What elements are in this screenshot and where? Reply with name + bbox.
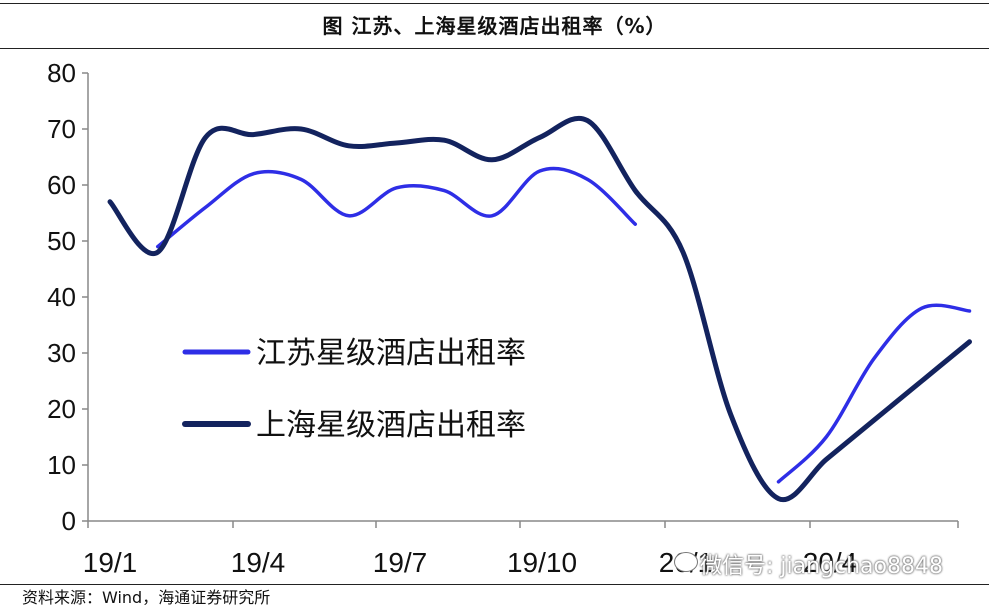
title-rule [0,48,989,49]
y-tick-label: 80 [47,58,76,88]
x-tick-label: 19/10 [507,547,577,578]
y-tick-label: 70 [47,114,76,144]
watermark-text: 微信号: jiangchao8848 [700,554,943,579]
x-tick-label: 19/1 [83,547,138,578]
series-line-jiangsu [776,303,972,484]
y-tick-label: 30 [47,338,76,368]
x-tick-label: 19/4 [231,547,286,578]
y-tick-label: 50 [47,226,76,256]
wechat-icon [674,552,698,572]
top-rule [0,3,989,4]
source-note: 资料来源：Wind，海通证券研究所 [22,588,271,607]
y-tick-label: 10 [47,450,76,480]
y-tick-label: 40 [47,282,76,312]
y-tick-label: 60 [47,170,76,200]
series-line-jiangsu [156,166,637,249]
y-tick-label: 0 [62,506,76,536]
line-chart: 0102030405060708019/119/419/719/1020/120… [47,58,972,578]
x-tick-label: 19/7 [373,547,428,578]
bottom-rule [0,584,989,585]
legend-label: 江苏星级酒店出租率 [256,336,526,371]
legend-label: 上海星级酒店出租率 [256,408,526,443]
y-tick-label: 20 [47,394,76,424]
x-tick-label: 20/4 [803,547,858,578]
chart-title: 图 江苏、上海星级酒店出租率（%） [322,14,667,38]
series-line-shanghai [107,116,972,503]
